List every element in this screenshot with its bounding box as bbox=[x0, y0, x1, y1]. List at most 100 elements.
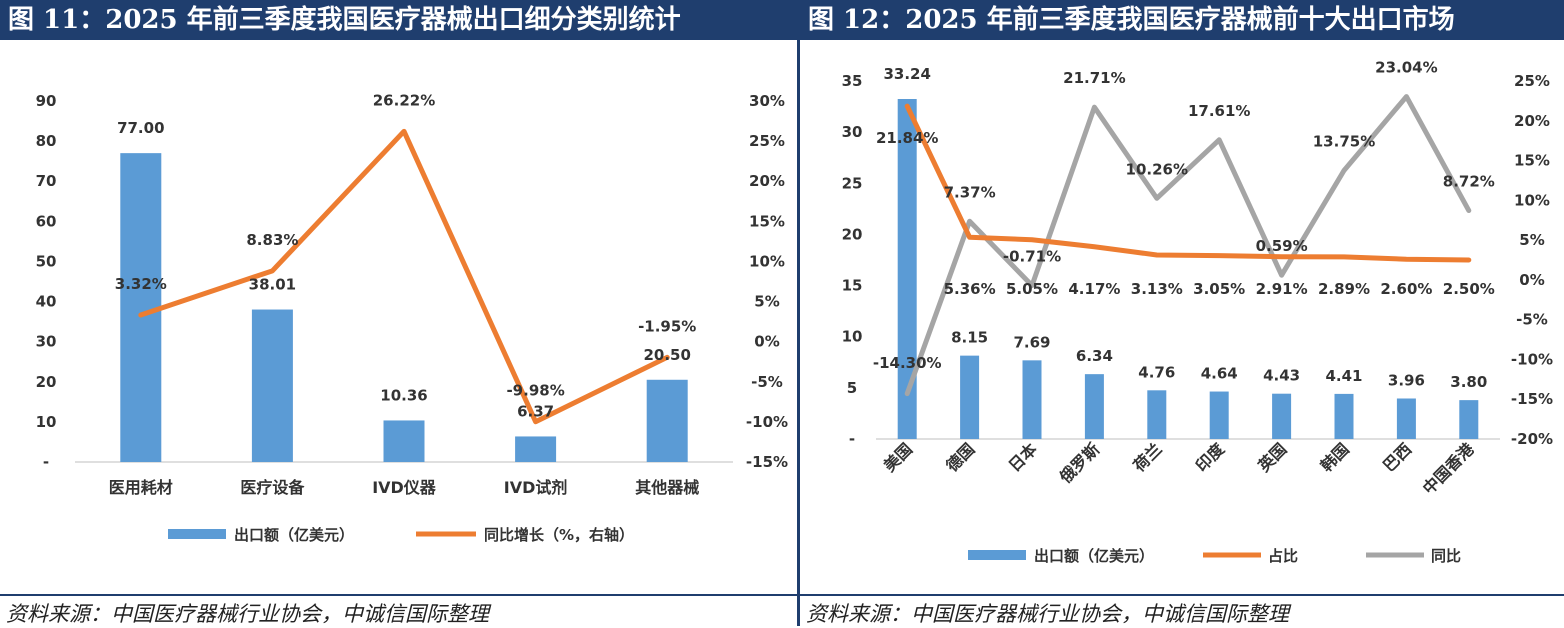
chart-title: 图 11：2025 年前三季度我国医疗器械出口细分类别统计 bbox=[0, 0, 797, 40]
chart-canvas: - 10 20 30 40 50 60 70 80 90 -15% -10% -5% 0% 5% 10% 15%… bbox=[36, 91, 789, 544]
left-tick-label: - bbox=[43, 453, 49, 471]
bottom-rule bbox=[0, 594, 1564, 596]
category-label: 其他器械 bbox=[635, 478, 699, 497]
bar-value-label: 4.43 bbox=[1263, 367, 1300, 385]
share-value-label: 4.17% bbox=[1068, 280, 1120, 298]
bar-value-label: 4.76 bbox=[1138, 363, 1175, 381]
category-label: 美国 bbox=[880, 439, 916, 475]
category-label: 日本 bbox=[1005, 439, 1041, 475]
growth-line bbox=[138, 128, 670, 425]
bar-value-label: 6.37 bbox=[517, 402, 554, 420]
category-label: 英国 bbox=[1254, 439, 1291, 476]
share-value-label: 2.91% bbox=[1256, 280, 1308, 298]
yoy-value-label: 23.04% bbox=[1375, 59, 1437, 77]
bar bbox=[960, 355, 980, 439]
growth-value-label: 8.83% bbox=[246, 231, 298, 249]
yoy-value-label: 0.59% bbox=[1256, 237, 1308, 255]
right-tick-label: 10% bbox=[749, 252, 785, 270]
left-tick-label: 50 bbox=[36, 252, 57, 270]
yoy-value-label: -0.71% bbox=[1003, 248, 1061, 266]
category-label: 德国 bbox=[942, 439, 978, 475]
bar bbox=[897, 99, 917, 439]
chart-panel-export-categories: 图 11：2025 年前三季度我国医疗器械出口细分类别统计 - 10 20 30 40 5… bbox=[0, 0, 797, 626]
share-value-label: 2.89% bbox=[1318, 280, 1370, 298]
left-tick-label: 5 bbox=[847, 379, 857, 397]
right-tick-label: 0% bbox=[1519, 271, 1544, 289]
right-tick-label: -5% bbox=[1516, 311, 1548, 329]
category-label: 印度 bbox=[1192, 439, 1229, 476]
right-tick-label: -20% bbox=[1511, 430, 1553, 448]
left-tick-label: 90 bbox=[36, 92, 57, 110]
right-tick-label: 30% bbox=[749, 92, 785, 110]
right-tick-label: 0% bbox=[754, 333, 779, 351]
bar bbox=[251, 309, 293, 462]
right-tick-label: 20% bbox=[1514, 112, 1550, 130]
category-label: 巴西 bbox=[1379, 439, 1415, 475]
left-tick-label: - bbox=[849, 430, 855, 448]
bar-value-label: 33.24 bbox=[883, 65, 930, 83]
bar bbox=[1209, 391, 1229, 439]
yoy-value-label: 10.26% bbox=[1126, 160, 1188, 178]
yoy-value-label: 17.61% bbox=[1188, 102, 1250, 120]
category-label: 医疗设备 bbox=[240, 478, 305, 497]
legend-swatch-bar bbox=[968, 550, 1026, 560]
bar bbox=[1396, 398, 1416, 439]
bar bbox=[1084, 374, 1104, 439]
source-note: 资料来源：中国医疗器械行业协会，中诚信国际整理 bbox=[6, 602, 489, 626]
legend-swatch-bar bbox=[168, 529, 226, 539]
yoy-value-label: -14.30% bbox=[873, 354, 942, 372]
bar bbox=[383, 420, 425, 462]
category-label: 医用耗材 bbox=[109, 478, 173, 497]
left-tick-label: 10 bbox=[36, 413, 57, 431]
yoy-value-label: 7.37% bbox=[944, 183, 996, 201]
bar-value-label: 38.01 bbox=[249, 276, 296, 294]
left-tick-label: 20 bbox=[842, 225, 863, 243]
left-tick-label: 35 bbox=[842, 72, 863, 90]
legend-label: 同比 bbox=[1431, 547, 1461, 565]
growth-value-label: 3.32% bbox=[115, 275, 167, 293]
bar-value-label: 3.80 bbox=[1450, 373, 1487, 391]
right-tick-label: 25% bbox=[1514, 72, 1550, 90]
right-tick-label: -15% bbox=[746, 453, 788, 471]
category-label: IVD仪器 bbox=[372, 478, 437, 497]
yoy-value-label: 21.71% bbox=[1063, 69, 1125, 87]
category-label: 韩国 bbox=[1317, 439, 1353, 475]
left-tick-label: 20 bbox=[36, 373, 57, 391]
category-label: 荷兰 bbox=[1130, 439, 1166, 475]
yoy-value-label: 13.75% bbox=[1313, 133, 1375, 151]
right-tick-label: -5% bbox=[751, 373, 783, 391]
legend-label: 出口额（亿美元） bbox=[234, 526, 354, 544]
bar-value-label: 3.96 bbox=[1388, 371, 1425, 389]
right-tick-label: -10% bbox=[1511, 350, 1553, 368]
bar bbox=[1334, 393, 1354, 439]
category-label: IVD试剂 bbox=[504, 478, 568, 497]
growth-value-label: 26.22% bbox=[373, 91, 435, 109]
yoy-line bbox=[904, 94, 1472, 397]
share-value-label: 21.84% bbox=[876, 129, 938, 147]
share-value-label: 2.50% bbox=[1443, 280, 1495, 298]
bar bbox=[120, 153, 162, 462]
bar bbox=[515, 436, 557, 462]
panel-divider bbox=[797, 0, 800, 626]
right-tick-label: 5% bbox=[1519, 231, 1544, 249]
bar bbox=[1147, 390, 1167, 439]
chart-canvas: - 5 10 15 20 25 30 35 -20% -15% -10% -5% 0% 5% 10% 15% 2… bbox=[842, 59, 1554, 565]
right-tick-label: 15% bbox=[749, 212, 785, 230]
category-label: 俄罗斯 bbox=[1055, 439, 1103, 487]
share-value-label: 5.05% bbox=[1006, 280, 1058, 298]
left-tick-label: 60 bbox=[36, 212, 57, 230]
chart-title: 图 12：2025 年前三季度我国医疗器械前十大出口市场 bbox=[800, 0, 1564, 40]
growth-value-label: -9.98% bbox=[506, 382, 564, 400]
left-tick-label: 30 bbox=[36, 333, 57, 351]
growth-value-label: -1.95% bbox=[638, 317, 696, 335]
left-tick-label: 70 bbox=[36, 172, 57, 190]
right-tick-label: -15% bbox=[1511, 390, 1553, 408]
right-tick-label: -10% bbox=[746, 413, 788, 431]
bar bbox=[1459, 400, 1479, 439]
share-value-label: 3.13% bbox=[1131, 280, 1183, 298]
legend-label: 同比增长（%，右轴） bbox=[484, 526, 634, 544]
share-value-label: 2.60% bbox=[1380, 280, 1432, 298]
legend-label: 出口额（亿美元） bbox=[1034, 547, 1154, 565]
chart-panel-top-markets: 图 12：2025 年前三季度我国医疗器械前十大出口市场 - 5 10 15 20 25 3… bbox=[800, 0, 1564, 626]
right-tick-label: 5% bbox=[754, 293, 779, 311]
